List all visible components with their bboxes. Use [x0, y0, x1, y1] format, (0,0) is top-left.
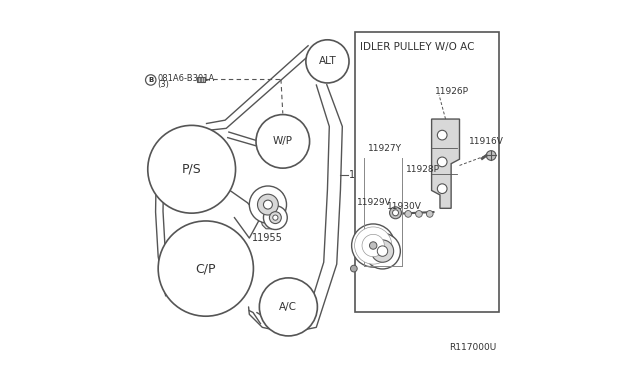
- Text: IDLER PULLEY W/O AC: IDLER PULLEY W/O AC: [360, 42, 474, 52]
- Circle shape: [256, 115, 310, 168]
- Text: 081A6-B301A: 081A6-B301A: [157, 74, 214, 83]
- Circle shape: [486, 151, 496, 160]
- Polygon shape: [431, 119, 460, 208]
- Circle shape: [351, 224, 395, 267]
- Circle shape: [273, 215, 278, 220]
- Text: R117000U: R117000U: [449, 343, 497, 352]
- Polygon shape: [257, 188, 285, 229]
- Circle shape: [355, 227, 392, 264]
- Text: C/P: C/P: [196, 262, 216, 275]
- Circle shape: [437, 184, 447, 193]
- Circle shape: [362, 234, 385, 257]
- Text: 11720N: 11720N: [349, 170, 387, 180]
- Text: 11955: 11955: [252, 233, 283, 243]
- Circle shape: [437, 130, 447, 140]
- Circle shape: [359, 231, 387, 260]
- Circle shape: [392, 210, 399, 216]
- Circle shape: [264, 200, 273, 209]
- Text: A/C: A/C: [280, 302, 298, 312]
- Circle shape: [369, 242, 377, 249]
- Text: P/S: P/S: [182, 163, 202, 176]
- Circle shape: [158, 221, 253, 316]
- Circle shape: [437, 157, 447, 167]
- Circle shape: [148, 125, 236, 213]
- Circle shape: [306, 40, 349, 83]
- Circle shape: [405, 211, 412, 217]
- Text: 11926P: 11926P: [435, 87, 468, 96]
- Bar: [355, 32, 499, 312]
- Text: B: B: [148, 77, 154, 83]
- Circle shape: [257, 194, 278, 215]
- Circle shape: [351, 265, 357, 272]
- Circle shape: [264, 206, 287, 230]
- Circle shape: [378, 246, 388, 256]
- Text: 11929V: 11929V: [357, 198, 392, 207]
- Text: 11916V: 11916V: [468, 137, 504, 146]
- Circle shape: [371, 240, 394, 262]
- Text: 11930V: 11930V: [387, 202, 422, 211]
- Circle shape: [365, 233, 401, 269]
- Circle shape: [269, 212, 282, 224]
- Circle shape: [415, 211, 422, 217]
- Circle shape: [426, 211, 433, 217]
- Text: W/P: W/P: [273, 137, 292, 146]
- Circle shape: [259, 278, 317, 336]
- Bar: [197, 77, 205, 82]
- Circle shape: [145, 75, 156, 85]
- Circle shape: [365, 237, 381, 254]
- Circle shape: [394, 211, 401, 217]
- Text: 11928P: 11928P: [406, 165, 440, 174]
- Circle shape: [250, 186, 287, 223]
- Text: ALT: ALT: [319, 57, 336, 66]
- Text: 11927Y: 11927Y: [367, 144, 402, 153]
- Text: (3): (3): [157, 80, 170, 89]
- Circle shape: [390, 207, 401, 219]
